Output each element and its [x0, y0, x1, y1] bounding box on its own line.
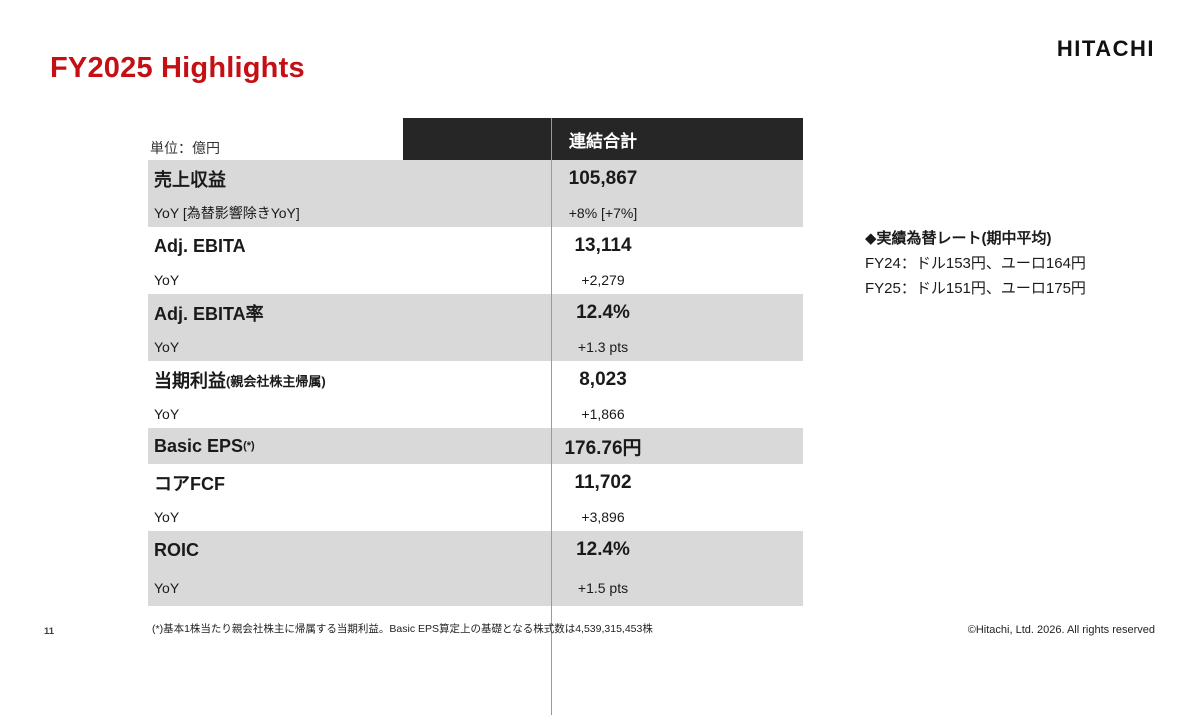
- row-value: 8,023: [579, 369, 627, 390]
- hitachi-logo: HITACHI: [1056, 36, 1155, 61]
- row-value: 176.76円: [564, 437, 642, 459]
- table-header-spacer: 単位：億円: [148, 118, 403, 160]
- row-value: 12.4%: [576, 302, 630, 323]
- row-label: YoY: [154, 579, 180, 596]
- fx-rate-note: ◆実績為替レート(期中平均) FY24：ドル153円、ユーロ164円 FY25：…: [865, 226, 1086, 301]
- table-row: YoY [為替影響除きYoY] +8% [+7%]: [148, 198, 803, 227]
- row-label: Adj. EBITA率: [154, 304, 264, 324]
- table-row: 売上収益 105,867: [148, 160, 803, 198]
- row-label: YoY: [154, 508, 180, 525]
- footnote: (*)基本1株当たり親会社株主に帰属する当期利益。Basic EPS算定上の基礎…: [152, 623, 653, 635]
- row-label: 当期利益 (親会社株主帰属): [154, 371, 326, 391]
- copyright: ©Hitachi, Ltd. 2026. All rights reserved: [967, 624, 1155, 636]
- table-row: YoY +2,279: [148, 265, 803, 294]
- row-value: +3,896: [581, 508, 625, 525]
- row-label: YoY: [154, 271, 180, 288]
- row-label: YoY: [154, 338, 180, 355]
- page-title: FY2025 Highlights: [50, 52, 305, 84]
- row-value: +8% [+7%]: [568, 204, 638, 221]
- row-value: +2,279: [581, 271, 625, 288]
- row-value: 11,702: [574, 472, 632, 493]
- row-label: YoY [為替影響除きYoY]: [154, 204, 300, 221]
- table-row: 当期利益 (親会社株主帰属) 8,023: [148, 361, 803, 399]
- column-header-consolidated-total: 連結合計: [403, 118, 803, 160]
- table-row: Adj. EBITA 13,114: [148, 227, 803, 265]
- fx-rate-note-title: ◆実績為替レート(期中平均): [865, 230, 1052, 247]
- table-row: Adj. EBITA率 12.4%: [148, 294, 803, 332]
- table-header-row: 単位：億円 連結合計: [148, 118, 803, 160]
- row-label: 売上収益: [154, 170, 226, 190]
- table-row: YoY +1.3 pts: [148, 332, 803, 361]
- row-value: 12.4%: [576, 539, 630, 560]
- table-row: コアFCF 11,702: [148, 464, 803, 502]
- row-label-note: (親会社株主帰属): [226, 373, 326, 389]
- table-row: YoY +3,896: [148, 502, 803, 531]
- row-label: Adj. EBITA: [154, 235, 246, 256]
- table-row: Basic EPS (*) 176.76円: [148, 428, 803, 464]
- row-value: +1.5 pts: [577, 579, 629, 596]
- table-row: YoY +1.5 pts: [148, 569, 803, 606]
- row-label: Basic EPS (*): [154, 435, 255, 456]
- fx-rate-fy25: FY25：ドル151円、ユーロ175円: [865, 280, 1086, 297]
- table-row: ROIC 12.4%: [148, 531, 803, 569]
- page-number: 11: [44, 626, 55, 637]
- fx-rate-fy24: FY24：ドル153円、ユーロ164円: [865, 255, 1086, 272]
- row-label: YoY: [154, 405, 180, 422]
- financial-summary-table: 単位：億円 連結合計 売上収益 105,867 YoY [為替影響除きYoY] …: [148, 118, 803, 715]
- row-label: コアFCF: [154, 474, 225, 494]
- row-value: +1.3 pts: [577, 338, 629, 355]
- table-column-divider: [551, 118, 552, 715]
- row-value: 13,114: [574, 235, 632, 256]
- row-label: ROIC: [154, 539, 199, 560]
- row-value: +1,866: [581, 405, 625, 422]
- row-label-superscript: (*): [243, 439, 255, 452]
- table-row: YoY +1,866: [148, 399, 803, 428]
- row-value: 105,867: [568, 168, 638, 189]
- unit-label: 単位：億円: [150, 140, 220, 156]
